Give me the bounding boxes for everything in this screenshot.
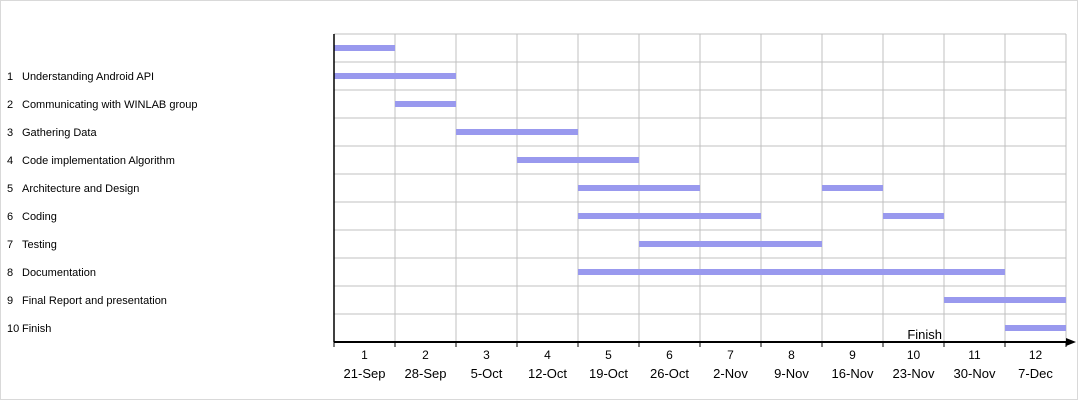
- week-date-label: 2-Nov: [713, 366, 748, 381]
- task-number: 4: [7, 155, 13, 167]
- task-bar: [578, 213, 761, 219]
- week-number-label: 8: [788, 348, 795, 362]
- grid-lines: [334, 33, 1067, 342]
- week-date-label: 28-Sep: [405, 366, 447, 381]
- task-number: 8: [7, 267, 13, 279]
- week-date-label: 26-Oct: [650, 366, 689, 381]
- week-number-label: 3: [483, 348, 490, 362]
- week-date-label: 12-Oct: [528, 366, 567, 381]
- week-date-label: 5-Oct: [471, 366, 503, 381]
- task-number: 3: [7, 127, 13, 139]
- task-bars: [334, 45, 1066, 331]
- finish-annotation: Finish: [907, 327, 942, 342]
- task-number: 10: [7, 323, 19, 335]
- task-number: 2: [7, 99, 13, 111]
- week-number-label: 2: [422, 348, 429, 362]
- task-label: Coding: [22, 211, 57, 223]
- task-bar: [395, 101, 456, 107]
- week-date-label: 16-Nov: [832, 366, 874, 381]
- week-number-label: 5: [605, 348, 612, 362]
- task-label: Finish: [22, 323, 51, 335]
- week-date-label: 9-Nov: [774, 366, 809, 381]
- task-bar: [1005, 325, 1066, 331]
- week-number-label: 6: [666, 348, 673, 362]
- week-date-label: 19-Oct: [589, 366, 628, 381]
- task-bar: [334, 73, 456, 79]
- week-date-label: 30-Nov: [954, 366, 996, 381]
- week-number-label: 9: [849, 348, 856, 362]
- task-label: Communicating with WINLAB group: [22, 99, 197, 111]
- week-number-label: 7: [727, 348, 734, 362]
- task-bar: [944, 297, 1066, 303]
- task-label: Understanding Android API: [22, 71, 154, 83]
- week-date-label: 23-Nov: [893, 366, 935, 381]
- task-number: 5: [7, 183, 13, 195]
- x-axis-arrow: [1066, 338, 1076, 346]
- task-number: 7: [7, 239, 13, 251]
- task-bar: [883, 213, 944, 219]
- week-number-label: 10: [907, 348, 921, 362]
- task-bar: [578, 185, 700, 191]
- task-bar: [639, 241, 822, 247]
- task-label: Testing: [22, 239, 57, 251]
- task-label: Code implementation Algorithm: [22, 155, 175, 167]
- task-bar: [456, 129, 578, 135]
- task-bar: [334, 45, 395, 51]
- task-label: Documentation: [22, 267, 96, 279]
- task-labels: 1 Understanding Android API 2 Communicating…: [7, 71, 197, 335]
- week-number-label: 1: [361, 348, 368, 362]
- task-label: Final Report and presentation: [22, 295, 167, 307]
- week-number-label: 4: [544, 348, 551, 362]
- task-number: 6: [7, 211, 13, 223]
- week-number-label: 11: [968, 348, 981, 362]
- task-label: Architecture and Design: [22, 183, 139, 195]
- task-number: 9: [7, 295, 13, 307]
- week-date-label: 21-Sep: [344, 366, 386, 381]
- task-bar: [517, 157, 639, 163]
- task-number: 1: [7, 71, 13, 83]
- task-bar: [822, 185, 883, 191]
- week-number-label: 12: [1029, 348, 1043, 362]
- time-axis: 1 21-Sep 2 28-Sep 3 5-Oct 4 12-Oct 5 19-Oct 6 26-Oc…: [333, 34, 1076, 381]
- task-bar: [578, 269, 1005, 275]
- task-label: Gathering Data: [22, 127, 97, 139]
- week-date-label: 7-Dec: [1018, 366, 1053, 381]
